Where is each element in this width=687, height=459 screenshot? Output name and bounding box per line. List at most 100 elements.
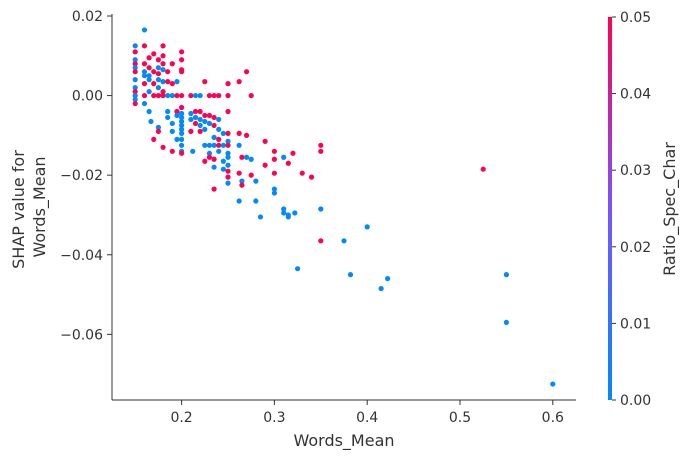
data-point bbox=[236, 142, 242, 148]
data-point bbox=[160, 144, 166, 150]
data-point bbox=[179, 110, 185, 117]
data-point bbox=[211, 114, 217, 121]
data-point bbox=[318, 148, 324, 154]
colorbar bbox=[608, 17, 612, 400]
data-point bbox=[318, 238, 324, 244]
data-point bbox=[248, 172, 254, 178]
colorbar-ticks: 0.00 0.01 0.02 0.03 0.04 0.05 bbox=[612, 10, 651, 409]
y-tick-label: −0.06 bbox=[60, 327, 103, 343]
data-point bbox=[211, 134, 217, 140]
data-point bbox=[146, 73, 152, 79]
data-point bbox=[211, 142, 217, 148]
data-point bbox=[197, 116, 203, 123]
data-point bbox=[174, 108, 180, 115]
data-point bbox=[253, 198, 259, 204]
data-point bbox=[146, 65, 152, 71]
data-point bbox=[220, 142, 226, 148]
data-point bbox=[155, 92, 161, 99]
data-point bbox=[192, 120, 199, 127]
data-point bbox=[132, 49, 138, 55]
x-tick-label: 0.4 bbox=[356, 410, 378, 426]
data-point bbox=[155, 71, 161, 77]
data-point bbox=[206, 112, 213, 119]
data-point bbox=[179, 118, 185, 125]
data-point bbox=[146, 55, 152, 61]
colorbar-tick-label: 0.05 bbox=[620, 10, 651, 26]
data-point bbox=[197, 122, 203, 129]
data-point bbox=[243, 154, 250, 160]
data-point bbox=[216, 148, 222, 154]
data-point bbox=[179, 142, 185, 148]
data-point bbox=[141, 69, 148, 75]
data-point bbox=[225, 81, 231, 87]
data-point bbox=[211, 186, 217, 192]
data-point bbox=[179, 122, 185, 129]
data-point bbox=[290, 150, 296, 156]
data-point bbox=[347, 272, 354, 278]
data-point bbox=[285, 160, 291, 166]
data-point bbox=[225, 92, 231, 99]
data-point bbox=[550, 381, 556, 387]
data-point bbox=[160, 53, 166, 59]
data-point bbox=[211, 164, 217, 170]
data-point bbox=[151, 81, 157, 87]
data-point bbox=[141, 43, 148, 49]
data-point bbox=[192, 92, 199, 99]
colorbar-tick-label: 0.04 bbox=[620, 87, 651, 103]
data-point bbox=[262, 162, 268, 168]
data-point bbox=[271, 148, 277, 154]
y-axis-label: SHAP value for Words_Mean bbox=[9, 145, 50, 269]
data-point bbox=[188, 110, 194, 117]
data-point bbox=[179, 69, 185, 75]
data-point bbox=[190, 148, 196, 154]
data-point bbox=[179, 126, 185, 132]
colorbar-tick-label: 0.01 bbox=[620, 316, 651, 332]
data-point bbox=[155, 124, 161, 131]
data-point bbox=[141, 27, 148, 33]
y-tick-label: −0.02 bbox=[60, 168, 103, 184]
data-point bbox=[225, 138, 231, 144]
data-point bbox=[169, 61, 175, 67]
data-point bbox=[225, 174, 231, 180]
colorbar-tick-label: 0.03 bbox=[620, 163, 651, 179]
data-point bbox=[146, 108, 152, 115]
data-point bbox=[225, 154, 231, 160]
data-point bbox=[225, 130, 231, 136]
data-point bbox=[174, 136, 180, 142]
x-axis-ticks: 0.2 0.3 0.4 0.5 0.6 bbox=[170, 400, 564, 426]
data-point bbox=[206, 142, 213, 148]
data-point bbox=[216, 92, 222, 99]
data-point bbox=[141, 92, 148, 99]
data-point bbox=[165, 114, 171, 121]
data-point bbox=[225, 180, 231, 186]
data-point bbox=[188, 116, 194, 123]
data-point bbox=[132, 96, 138, 103]
data-point bbox=[160, 61, 166, 67]
data-point bbox=[202, 142, 208, 148]
data-point bbox=[132, 77, 138, 83]
data-point bbox=[160, 67, 166, 73]
data-point bbox=[132, 43, 138, 49]
data-point bbox=[132, 100, 138, 107]
data-point bbox=[378, 285, 384, 292]
data-point bbox=[169, 120, 175, 127]
data-point bbox=[169, 128, 175, 134]
data-point bbox=[271, 186, 277, 192]
data-point bbox=[253, 178, 259, 184]
data-point bbox=[179, 92, 185, 99]
data-point bbox=[141, 73, 148, 79]
data-point bbox=[179, 49, 185, 55]
data-point bbox=[141, 61, 148, 67]
colorbar-tick-label: 0.02 bbox=[620, 240, 651, 256]
data-point bbox=[503, 319, 509, 325]
data-point bbox=[179, 57, 185, 63]
data-point bbox=[239, 178, 245, 184]
data-point bbox=[141, 81, 148, 87]
data-point bbox=[202, 112, 208, 119]
data-point bbox=[165, 92, 171, 99]
data-point bbox=[206, 92, 213, 99]
data-point bbox=[169, 81, 175, 87]
data-point bbox=[225, 150, 231, 156]
data-point bbox=[216, 142, 222, 148]
data-point bbox=[151, 92, 157, 99]
